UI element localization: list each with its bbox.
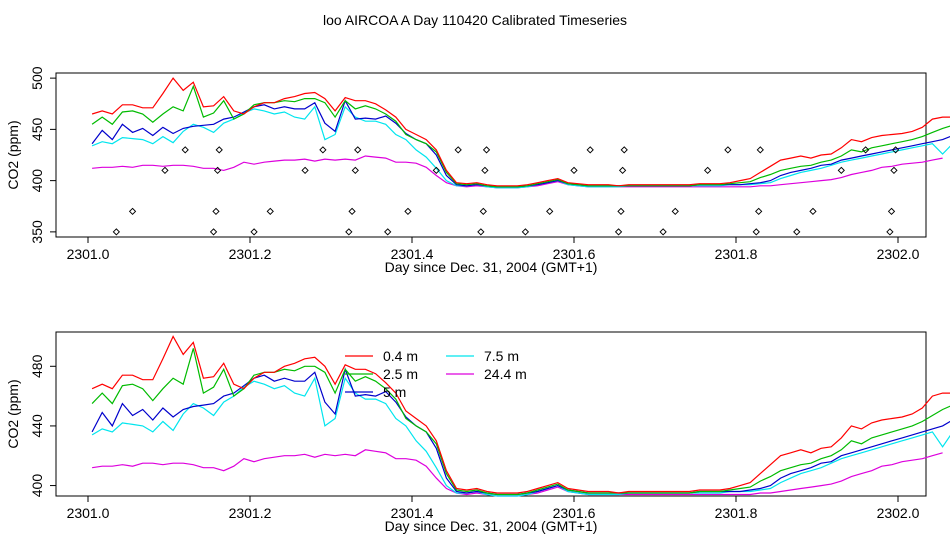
- legend-label: 0.4 m: [383, 348, 418, 364]
- top-marker-point: [212, 207, 220, 216]
- top-marker-point: [891, 146, 900, 154]
- top-marker-point: [793, 228, 801, 236]
- top-x-tick-label: 2301.8: [715, 246, 758, 262]
- top-marker-point: [809, 207, 817, 216]
- top-marker-point: [404, 207, 412, 216]
- top-series-5-m: [91, 99, 950, 188]
- legend-label: 5 m: [383, 384, 406, 400]
- legend-label: 24.4 m: [484, 366, 527, 382]
- top-plot: 2301.0 2301.2 2301.4 2301.6 2301.8 2302.0 350 4…: [5, 66, 950, 275]
- top-x-tick-label: 2301.0: [67, 246, 110, 262]
- top-x-tick-label: 2301.4: [391, 246, 434, 262]
- bottom-x-tick-label: 2301.0: [67, 505, 110, 521]
- top-marker-point: [215, 146, 223, 154]
- top-marker-point: [618, 166, 627, 175]
- bottom-y-tick-label: 440: [29, 414, 45, 438]
- top-series-7-5-m: [91, 105, 950, 189]
- top-x-tick-label: 2301.2: [229, 246, 272, 262]
- top-marker-point: [887, 207, 896, 216]
- top-marker-point: [454, 146, 462, 154]
- top-marker-point: [756, 146, 764, 154]
- bottom-plot: 2301.0 2301.2 2301.4 2301.6 2301.8 2302.0 400 4…: [5, 335, 950, 534]
- top-y-tick-label: 400: [29, 169, 45, 193]
- top-marker-point: [704, 166, 712, 175]
- top-marker-point: [570, 166, 578, 175]
- top-series-0-4-m: [91, 77, 950, 187]
- top-marker-point: [250, 228, 258, 236]
- top-marker-point: [354, 146, 362, 154]
- legend-label: 7.5 m: [484, 348, 519, 364]
- top-y-tick-label: 450: [29, 117, 45, 141]
- top-marker-point: [521, 228, 530, 236]
- top-marker-point: [620, 146, 628, 154]
- top-marker-point: [209, 228, 218, 236]
- top-marker-point: [617, 207, 625, 216]
- top-marker-point: [755, 207, 763, 216]
- bottom-x-axis-label: Day since Dec. 31, 2004 (GMT+1): [385, 518, 598, 534]
- top-marker-point: [477, 228, 485, 236]
- top-x-tick-label: 2301.6: [553, 246, 596, 262]
- top-marker-point: [614, 228, 623, 236]
- bottom-series-7-5-m: [91, 376, 950, 497]
- legend-label: 2.5 m: [383, 366, 418, 382]
- top-marker-point: [482, 146, 491, 154]
- top-marker-point: [481, 166, 489, 175]
- top-marker-point: [345, 228, 353, 236]
- chart-title: loo AIRCOA A Day 110420 Calibrated Times…: [322, 12, 627, 28]
- bottom-x-tick-label: 2302.0: [877, 505, 920, 521]
- bottom-x-tick-label: 2301.2: [229, 505, 272, 521]
- top-marker-point: [724, 146, 732, 154]
- top-marker-point: [546, 207, 554, 216]
- top-marker-point: [861, 146, 870, 154]
- top-x-tick-label: 2302.0: [877, 246, 920, 262]
- top-marker-point: [586, 146, 594, 154]
- bottom-series-5-m: [91, 367, 950, 496]
- top-marker-point: [112, 228, 120, 236]
- bottom-series-0-4-m: [91, 335, 950, 494]
- top-marker-point: [351, 166, 359, 175]
- top-marker-point: [886, 228, 894, 236]
- top-y-tick-label: 350: [29, 220, 45, 244]
- bottom-y-tick-label: 400: [29, 474, 45, 498]
- bottom-y-tick-label: 480: [29, 354, 45, 378]
- top-marker-point: [301, 166, 309, 175]
- top-marker-point: [837, 166, 845, 175]
- top-y-tick-label: 500: [29, 66, 45, 90]
- top-plot-frame: [55, 72, 927, 238]
- top-marker-point: [671, 207, 679, 216]
- bottom-y-axis-label: CO2 (ppm): [5, 379, 21, 448]
- top-y-axis-label: CO2 (ppm): [5, 120, 21, 189]
- bottom-plot-frame: [55, 331, 927, 497]
- top-marker-point: [181, 146, 189, 154]
- top-marker-point: [890, 166, 898, 175]
- top-marker-point: [384, 228, 392, 236]
- top-marker-point: [266, 207, 274, 216]
- top-marker-point: [319, 146, 327, 154]
- bottom-x-tick-label: 2301.4: [391, 505, 434, 521]
- bottom-x-tick-label: 2301.8: [715, 505, 758, 521]
- top-marker-point: [161, 166, 169, 175]
- top-x-axis-label: Day since Dec. 31, 2004 (GMT+1): [385, 259, 598, 275]
- top-marker-point: [128, 207, 137, 216]
- top-marker-point: [213, 166, 222, 175]
- bottom-series-2-5-m: [91, 348, 950, 496]
- top-series-2-5-m: [91, 84, 950, 188]
- top-marker-point: [432, 166, 440, 175]
- top-marker-point: [752, 228, 760, 236]
- bottom-series-24-4-m: [92, 449, 943, 497]
- top-marker-point: [479, 207, 487, 216]
- bottom-x-tick-label: 2301.6: [553, 505, 596, 521]
- top-marker-point: [348, 207, 356, 216]
- top-marker-point: [659, 228, 667, 236]
